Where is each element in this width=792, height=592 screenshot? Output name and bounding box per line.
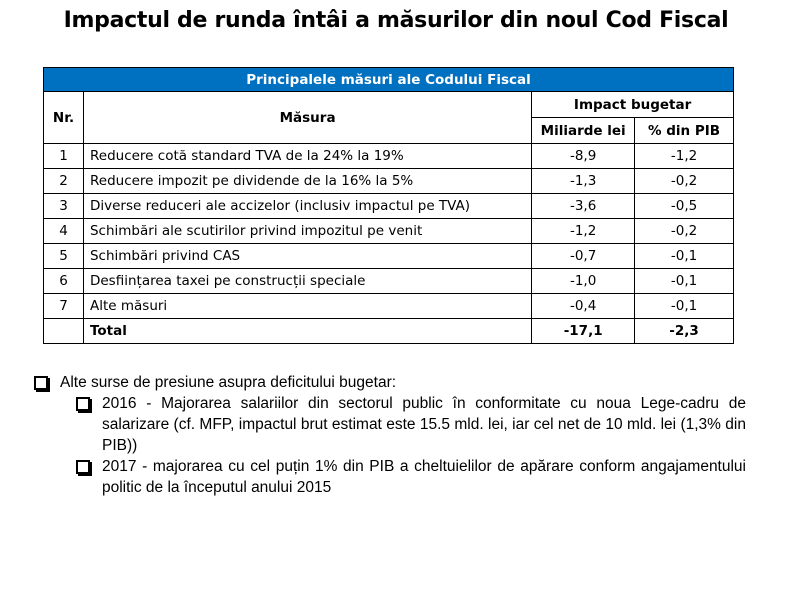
row-measure: Schimbări ale scutirilor privind impozit…: [82, 218, 533, 244]
total-bn: -17,1: [531, 318, 636, 344]
row-pct-gdp: -0,2: [634, 168, 734, 194]
row-pct-gdp: -1,2: [634, 143, 734, 169]
row-pct-gdp: -0,1: [634, 243, 734, 269]
row-measure: Diverse reduceri ale accizelor (inclusiv…: [82, 193, 533, 219]
row-bn-lei: -3,6: [531, 193, 636, 219]
bullet-sub: 2016 - Majorarea salariilor din sectorul…: [76, 393, 746, 456]
row-pct-gdp: -0,1: [634, 293, 734, 319]
table-row: 5 Schimbări privind CAS -0,7 -0,1: [43, 243, 734, 269]
header-pct-gdp: % din PIB: [634, 117, 734, 144]
checkbox-bullet-icon: [34, 376, 48, 390]
bullet-main: Alte surse de presiune asupra deficitulu…: [34, 372, 746, 393]
total-row: Total -17,1 -2,3: [43, 318, 734, 344]
table-row: 3 Diverse reduceri ale accizelor (inclusi…: [43, 193, 734, 219]
bullet-sub: 2017 - majorarea cu cel puțin 1% din PIB…: [76, 456, 746, 498]
header-impact: Impact bugetar: [531, 91, 734, 118]
row-pct-gdp: -0,2: [634, 218, 734, 244]
table-caption: Principalele măsuri ale Codului Fiscal: [43, 67, 734, 92]
row-measure: Desființarea taxei pe construcții specia…: [82, 268, 533, 294]
row-bn-lei: -8,9: [531, 143, 636, 169]
table-row: 2 Reducere impozit pe dividende de la 16%…: [43, 168, 734, 194]
table-row: 1 Reducere cotă standard TVA de la 24% la…: [43, 143, 734, 169]
row-nr: 2: [43, 168, 84, 194]
row-nr: 4: [43, 218, 84, 244]
row-measure: Reducere impozit pe dividende de la 16% …: [82, 168, 533, 194]
row-measure: Alte măsuri: [82, 293, 533, 319]
measures-table: Principalele măsuri ale Codului Fiscal N…: [43, 67, 734, 344]
header-bn-lei: Miliarde lei: [531, 117, 636, 144]
header-measure: Măsura: [82, 91, 533, 144]
header-nr: Nr.: [43, 91, 84, 144]
row-measure: Schimbări privind CAS: [82, 243, 533, 269]
table-row: 7 Alte măsuri -0,4 -0,1: [43, 293, 734, 319]
row-bn-lei: -1,2: [531, 218, 636, 244]
row-nr: 5: [43, 243, 84, 269]
row-bn-lei: -0,7: [531, 243, 636, 269]
row-pct-gdp: -0,5: [634, 193, 734, 219]
row-nr: 3: [43, 193, 84, 219]
row-measure: Reducere cotă standard TVA de la 24% la …: [82, 143, 533, 169]
row-pct-gdp: -0,1: [634, 268, 734, 294]
table-row: 6 Desființarea taxei pe construcții speci…: [43, 268, 734, 294]
page-title: Impactul de runda întâi a măsurilor din …: [63, 8, 729, 33]
row-nr: 6: [43, 268, 84, 294]
bullet-list: Alte surse de presiune asupra deficitulu…: [34, 372, 746, 498]
row-bn-lei: -0,4: [531, 293, 636, 319]
table-row: 4 Schimbări ale scutirilor privind impozi…: [43, 218, 734, 244]
total-pct: -2,3: [634, 318, 734, 344]
row-bn-lei: -1,3: [531, 168, 636, 194]
total-label: Total: [82, 318, 533, 344]
row-nr: 7: [43, 293, 84, 319]
checkbox-bullet-icon: [76, 397, 90, 411]
checkbox-bullet-icon: [76, 460, 90, 474]
row-bn-lei: -1,0: [531, 268, 636, 294]
row-nr: 1: [43, 143, 84, 169]
